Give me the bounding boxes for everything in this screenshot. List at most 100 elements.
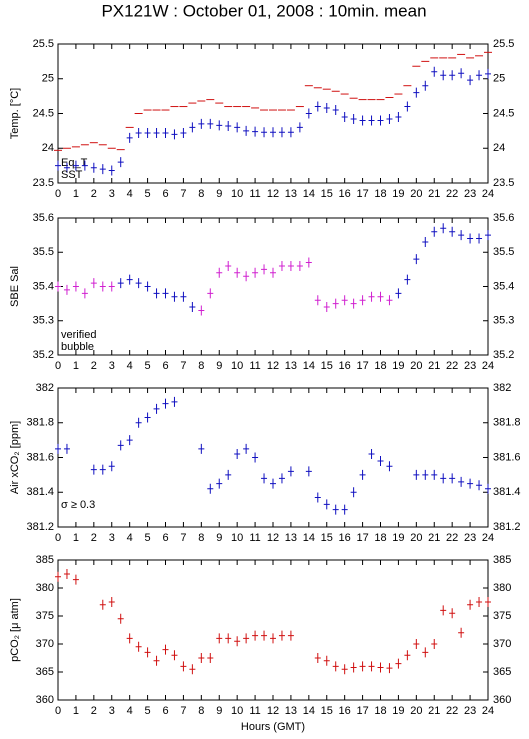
data-point [135,641,142,652]
data-point [431,469,438,480]
data-point [198,443,205,454]
data-point [368,449,375,460]
data-point [225,121,232,132]
x-tick-label: 9 [216,532,222,544]
data-point [72,160,79,171]
data-point [72,574,79,585]
y-tick-label: 360 [36,694,54,706]
x-tick-label: 2 [91,188,97,200]
data-point [323,302,330,313]
data-point [422,236,429,247]
data-point [81,160,88,171]
x-tick-label: 16 [339,532,351,544]
data-point [207,483,214,494]
y-tick-label-right: 35.4 [493,280,514,292]
data-point [377,455,384,466]
data-point [99,164,106,175]
y-tick-label: 385 [36,554,54,566]
y-tick-label: 370 [36,638,54,650]
data-point [476,480,483,491]
y-tick-label-right: 24 [493,142,505,154]
y-tick-label: 382 [36,382,54,394]
y-tick-label: 381.2 [26,521,54,533]
y-tick-label-right: 360 [493,694,511,706]
data-point [368,661,375,672]
data-point [476,597,483,607]
x-tick-label: 13 [285,188,297,200]
data-point [144,281,151,292]
x-tick-label: 10 [231,705,243,717]
data-point [368,291,375,302]
data-point [413,469,420,480]
x-tick-label: 12 [267,705,279,717]
y-tick-label: 25 [42,73,54,85]
data-point [278,260,285,271]
data-point [270,267,276,278]
plot-frame [57,559,489,701]
data-point [99,464,106,475]
data-point [386,663,393,674]
x-tick-label: 21 [428,360,440,372]
data-point [485,483,491,494]
data-point [386,295,393,306]
data-point [135,278,142,289]
data-point [395,658,402,669]
y-axis-label: SBE Sal [9,266,21,307]
x-tick-label: 19 [392,705,404,717]
data-point [72,281,79,292]
data-point [350,114,357,125]
data-point [90,278,97,289]
x-tick-label: 10 [231,532,243,544]
data-point [207,288,214,299]
y-tick-label-right: 24.5 [493,107,514,119]
data-point [55,443,61,454]
data-point [440,70,447,81]
x-tick-label: 4 [127,360,133,372]
y-tick-label: 35.5 [33,246,54,258]
x-tick-label: 16 [339,705,351,717]
legend-label: SST [61,169,83,181]
data-point [126,132,133,143]
data-point [359,469,366,480]
data-point [55,160,61,171]
x-tick-label: 6 [162,532,168,544]
x-tick-label: 23 [464,188,476,200]
x-tick-label: 24 [482,705,494,717]
data-point [485,230,491,241]
y-tick-label-right: 382 [493,382,511,394]
data-point [440,473,447,484]
x-tick-label: 19 [392,532,404,544]
data-point [332,105,339,116]
data-point [261,630,268,641]
legend-label: bubble [61,341,94,353]
data-point [171,129,178,140]
data-point [350,298,357,309]
x-tick-label: 1 [73,188,79,200]
data-point [270,633,276,644]
data-point [63,162,70,173]
data-point [234,122,241,133]
y-tick-label: 23.5 [33,177,54,189]
data-point [305,108,312,119]
data-point [467,75,474,86]
x-tick-label: 18 [374,532,386,544]
y-tick-label-right: 381.6 [493,451,521,463]
y-tick-label-right: 35.3 [493,315,514,327]
x-tick-label: 0 [55,532,61,544]
x-tick-label: 11 [249,532,260,544]
x-tick-label: 22 [446,532,458,544]
data-point [440,605,447,616]
x-tick-label: 15 [321,360,333,372]
y-tick-label-right: 35.5 [493,246,514,258]
x-tick-label: 7 [180,360,186,372]
data-point [404,101,411,112]
x-tick-label: 15 [321,532,333,544]
x-tick-label: 19 [392,360,404,372]
data-point [323,655,330,666]
data-point [467,233,474,244]
data-point [386,461,393,472]
x-tick-label: 19 [392,188,404,200]
data-point [341,111,348,122]
data-point [341,664,348,675]
data-point [359,115,366,126]
